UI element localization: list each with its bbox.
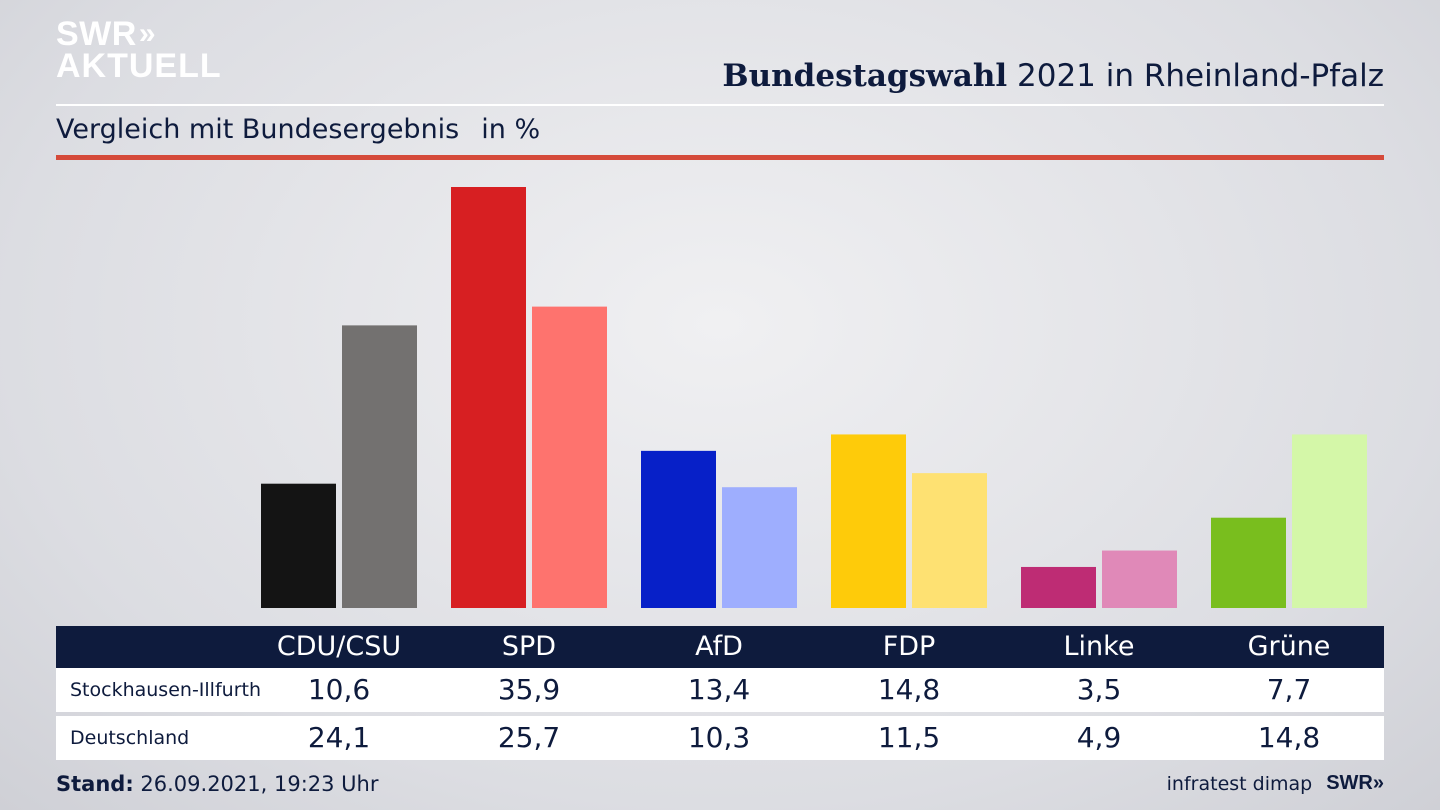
bar-fdp-local [831, 434, 906, 608]
table-cell: 14,8 [1257, 721, 1321, 754]
bar-grne-local [1211, 517, 1286, 608]
table-cell: 3,5 [1076, 673, 1122, 706]
stand-label: Stand: [56, 772, 134, 796]
source-text: infratest dimap [1166, 772, 1313, 795]
bar-cducsu-national [342, 325, 417, 608]
table-cell: 10,3 [687, 721, 751, 754]
subtitle: Vergleich mit Bundesergebnis in % [56, 114, 540, 145]
bar-spd-national [532, 306, 607, 608]
table-cell: 10,6 [307, 673, 371, 706]
table-cell: 24,1 [307, 721, 371, 754]
timestamp: Stand: 26.09.2021, 19:23 Uhr [56, 772, 379, 796]
swr-logo: SWR» [1326, 772, 1384, 795]
row-label: Stockhausen-Illfurth [70, 679, 261, 701]
title-rest: 2021 in Rheinland-Pfalz [1007, 58, 1384, 94]
page-title: Bundestagswahl 2021 in Rheinland-Pfalz [722, 58, 1384, 94]
table-row: Deutschland 24,1 25,7 10,3 11,5 4,9 14,8 [56, 716, 1384, 760]
table-row: Stockhausen-Illfurth 10,6 35,9 13,4 14,8 3,5… [56, 668, 1384, 712]
table-cell: 7,7 [1266, 673, 1312, 706]
bar-afd-national [722, 487, 797, 608]
source-credit: infratest dimap SWR» [1167, 772, 1384, 795]
table-cell: 13,4 [687, 673, 751, 706]
swr-aktuell-logo: SWR» AKTUELL [56, 15, 222, 85]
bar-fdp-national [912, 473, 987, 608]
stand-value: 26.09.2021, 19:23 Uhr [133, 772, 379, 796]
logo-swr-text: SWR [56, 15, 137, 53]
bar-grne-national [1292, 434, 1367, 608]
results-table: CDU/CSU SPD AfD FDP Linke Grüne Stockhausen-I… [56, 626, 1384, 760]
column-header: FDP [882, 631, 936, 662]
table-cell: 35,9 [497, 673, 561, 706]
table-cell: 14,8 [877, 673, 941, 706]
table-header: CDU/CSU SPD AfD FDP Linke Grüne [56, 626, 1384, 668]
table-cell: 25,7 [497, 721, 561, 754]
swr-chevron-icon: » [1372, 772, 1384, 794]
table-cell: 11,5 [877, 721, 941, 754]
swr-logo-text: SWR [1326, 772, 1373, 794]
subtitle-text: Vergleich mit Bundesergebnis [56, 114, 460, 145]
bar-linke-local [1021, 566, 1096, 608]
unit-label: in % [481, 114, 541, 145]
column-header: Linke [1063, 631, 1135, 662]
row-label: Deutschland [70, 727, 190, 749]
column-header: AfD [695, 631, 743, 662]
header-divider [56, 104, 1384, 106]
logo-aktuell-text: AKTUELL [56, 47, 222, 85]
bar-cducsu-local [261, 483, 336, 608]
column-header: Grüne [1247, 631, 1331, 662]
bar-chart [261, 187, 1367, 608]
bar-linke-national [1102, 550, 1177, 608]
table-cell: 4,9 [1076, 721, 1122, 754]
accent-divider [56, 155, 1384, 160]
column-header: SPD [501, 631, 557, 662]
column-header: CDU/CSU [276, 631, 402, 662]
title-bold: Bundestagswahl [722, 58, 1008, 94]
bar-afd-local [641, 450, 716, 608]
bar-spd-local [451, 187, 526, 608]
